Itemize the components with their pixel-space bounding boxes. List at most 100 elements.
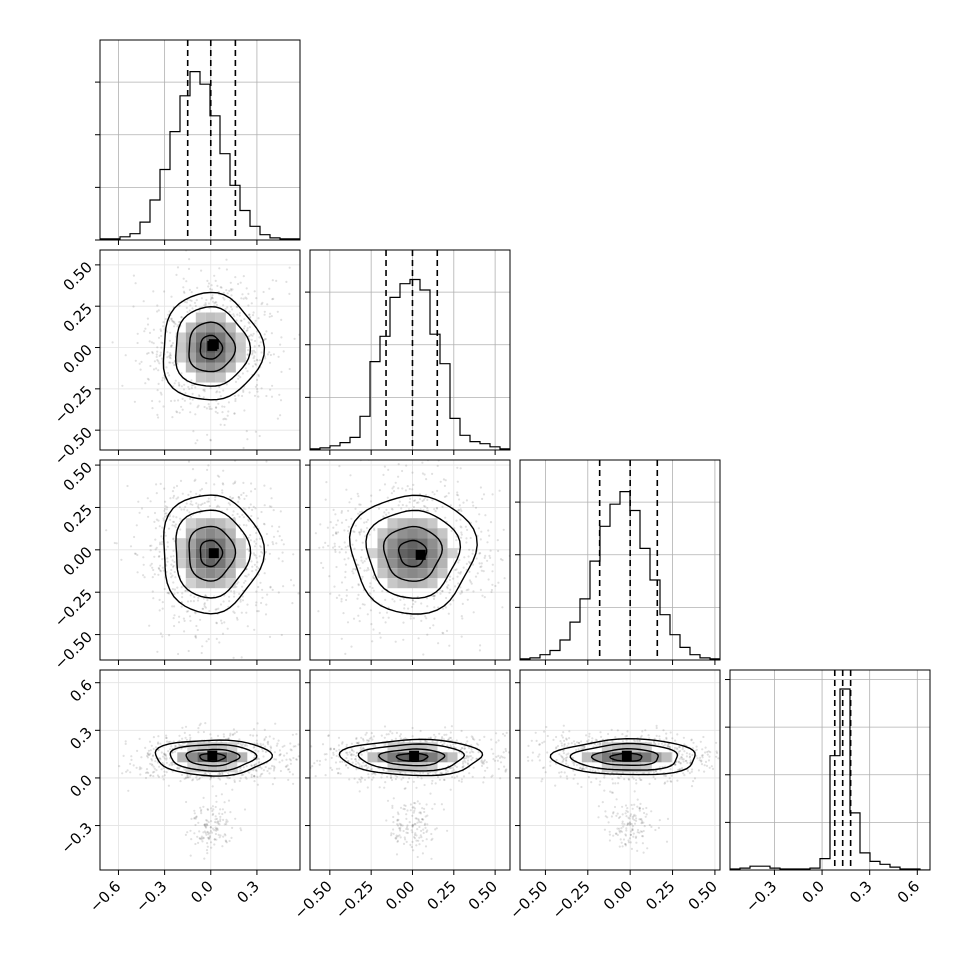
density-peak <box>415 549 426 560</box>
scatter-point <box>447 738 450 741</box>
scatter-point <box>239 777 242 780</box>
density-bin <box>175 342 186 353</box>
scatter-point <box>354 758 357 761</box>
scatter-point <box>538 763 540 765</box>
scatter-point <box>723 738 725 740</box>
scatter-point <box>149 752 152 755</box>
scatter-point <box>683 750 686 753</box>
scatter-point <box>249 315 252 319</box>
scatter-point <box>674 739 677 742</box>
scatter-point <box>178 304 181 307</box>
scatter-point <box>250 302 253 305</box>
scatter-point <box>665 840 669 843</box>
scatter-point <box>645 813 648 816</box>
scatter-point <box>244 743 247 746</box>
scatter-point <box>342 612 345 615</box>
scatter-point <box>347 525 350 528</box>
scatter-point <box>700 754 704 757</box>
scatter-point <box>188 387 191 391</box>
scatter-point <box>395 775 399 778</box>
scatter-point <box>412 617 415 620</box>
scatter-point <box>549 760 552 763</box>
scatter-point <box>654 743 657 746</box>
scatter-point <box>644 815 647 818</box>
scatter-point <box>401 503 404 507</box>
scatter-point <box>625 734 629 738</box>
contour-level <box>378 748 446 767</box>
scatter-point <box>214 279 217 282</box>
scatter-point <box>455 493 459 496</box>
scatter-point <box>328 575 331 578</box>
scatter-point <box>155 769 158 772</box>
scatter-point <box>263 572 266 575</box>
scatter-point <box>137 500 140 503</box>
scatter-point <box>237 500 240 503</box>
scatter-point <box>152 765 155 768</box>
scatter-point <box>213 838 216 841</box>
scatter-point <box>458 751 461 754</box>
scatter-point <box>263 333 266 336</box>
scatter-point <box>404 737 407 740</box>
scatter-point <box>477 527 480 530</box>
scatter-point <box>251 353 254 356</box>
scatter-point <box>717 757 720 760</box>
scatter-point <box>441 736 444 739</box>
scatter-point <box>409 809 412 812</box>
scatter-point <box>178 383 181 386</box>
scatter-point <box>629 822 632 825</box>
scatter-point <box>742 785 744 787</box>
scatter-point <box>354 763 357 766</box>
scatter-point <box>663 782 666 785</box>
scatter-point <box>456 575 459 578</box>
scatter-point <box>401 487 404 490</box>
scatter-point <box>364 733 367 736</box>
density-bin <box>185 518 196 529</box>
scatter-point <box>206 852 209 855</box>
scatter-point <box>452 745 455 748</box>
scatter-point <box>173 750 177 753</box>
y-tick-label: 0.00 <box>60 543 96 579</box>
scatter-point <box>267 743 270 746</box>
scatter-point <box>638 777 641 780</box>
scatter-point <box>253 775 256 778</box>
scatter-point <box>206 830 209 833</box>
scatter-point <box>621 820 624 823</box>
scatter-point <box>258 359 261 362</box>
scatter-point <box>514 752 516 754</box>
scatter-point <box>171 361 174 364</box>
density-bin <box>417 578 428 589</box>
scatter-point <box>505 731 508 735</box>
scatter-point <box>346 751 349 754</box>
scatter-point <box>318 759 322 763</box>
scatter-point <box>251 508 254 511</box>
scatter-point <box>208 772 211 775</box>
scatter-point <box>330 756 333 760</box>
scatter-point <box>245 611 248 614</box>
density-bin <box>377 528 388 539</box>
scatter-point <box>238 524 241 527</box>
scatter-point <box>398 500 401 503</box>
density-bin <box>591 752 602 763</box>
scatter-point <box>413 809 416 812</box>
scatter-point <box>459 518 462 521</box>
scatter-point <box>558 753 561 756</box>
x-tick-label: 0.50 <box>465 877 501 913</box>
scatter-point <box>186 509 189 512</box>
scatter-point <box>132 764 135 767</box>
scatter-point <box>745 752 747 754</box>
scatter-point <box>423 473 426 476</box>
scatter-point <box>599 731 602 734</box>
scatter-point <box>229 281 232 284</box>
scatter-point <box>449 736 453 740</box>
scatter-point <box>497 739 500 742</box>
scatter-point <box>640 822 643 825</box>
scatter-point <box>253 763 256 767</box>
scatter-point <box>707 759 711 762</box>
scatter-point <box>264 745 267 748</box>
scatter-point <box>624 834 628 837</box>
density-bin <box>225 342 236 353</box>
scatter-point <box>157 369 160 372</box>
scatter-point <box>628 817 631 820</box>
scatter-point <box>471 737 475 741</box>
scatter-point <box>185 280 188 283</box>
